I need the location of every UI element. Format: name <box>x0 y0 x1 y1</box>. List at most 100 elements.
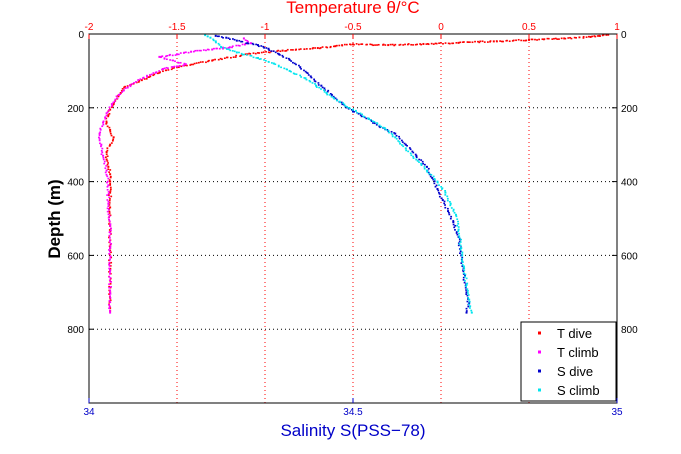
trace-dot <box>109 258 111 261</box>
trace-dot <box>321 46 324 48</box>
trace-dot <box>245 42 248 45</box>
trace-dot <box>320 88 322 90</box>
trace-dot <box>372 44 375 47</box>
trace-dot <box>268 49 271 51</box>
trace-dot <box>385 128 387 131</box>
trace-dot <box>205 61 207 64</box>
trace-dot <box>276 52 279 55</box>
trace-dot <box>303 48 306 51</box>
trace-dot <box>249 54 252 57</box>
trace-dot <box>567 37 570 39</box>
trace-dot <box>468 41 471 43</box>
trace-dot <box>105 165 108 167</box>
trace-dot <box>110 251 112 254</box>
trace-dot <box>447 42 450 45</box>
trace-dot <box>108 126 111 129</box>
trace-dot <box>429 175 432 178</box>
trace-dot <box>231 45 234 48</box>
trace-dot <box>370 120 373 122</box>
trace-dot <box>212 59 215 61</box>
trace-dot <box>534 38 536 41</box>
trace-dot <box>290 49 292 51</box>
data-point <box>105 112 108 115</box>
trace-dot <box>285 57 288 59</box>
trace-dot <box>403 142 406 145</box>
trace-dot <box>108 285 111 288</box>
trace-dot <box>454 224 457 227</box>
trace-dot <box>461 265 464 267</box>
data-point <box>256 56 259 59</box>
trace-dot <box>153 73 156 76</box>
trace-dot <box>428 172 431 175</box>
data-point <box>465 291 468 294</box>
trace-dot <box>333 97 336 100</box>
top-tick-label: -1.5 <box>168 22 186 33</box>
trace-dot <box>467 294 470 296</box>
trace-dot <box>98 134 101 137</box>
data-point <box>176 65 178 68</box>
trace-dot <box>382 44 384 46</box>
trace-dot <box>249 53 252 55</box>
data-point <box>447 210 450 213</box>
trace-dot <box>196 49 199 52</box>
trace-dot <box>139 78 142 80</box>
trace-dot <box>517 38 520 41</box>
trace-dot <box>107 200 110 203</box>
data-point <box>457 228 460 231</box>
data-point <box>352 108 354 111</box>
trace-dot <box>323 89 325 91</box>
trace-dot <box>447 207 449 210</box>
data-point <box>107 202 110 205</box>
trace-dot <box>582 35 585 38</box>
trace-dot <box>162 70 164 73</box>
trace-dot <box>101 147 104 150</box>
data-point <box>528 38 530 41</box>
trace-dot <box>365 117 368 120</box>
data-point <box>288 58 291 61</box>
trace-dot <box>454 229 456 231</box>
trace-dot <box>205 49 207 52</box>
trace-dot <box>98 139 101 142</box>
trace-dot <box>110 281 113 283</box>
trace-dot <box>444 190 447 192</box>
trace-dot <box>108 263 110 266</box>
data-point <box>176 53 178 56</box>
trace-dot <box>229 49 232 52</box>
trace-dot <box>446 195 449 198</box>
trace-dot <box>456 224 459 227</box>
trace-dot <box>247 40 249 43</box>
trace-dot <box>419 43 421 45</box>
trace-dot <box>591 35 594 38</box>
trace-dot <box>465 289 467 291</box>
trace-dot <box>450 207 453 209</box>
trace-dot <box>448 211 450 214</box>
trace-dot <box>208 59 210 62</box>
legend: T dive T climb S dive S climb <box>520 321 617 402</box>
trace-dot <box>100 153 103 156</box>
trace-dot <box>369 119 372 121</box>
trace-dot <box>427 171 430 174</box>
trace-dot <box>420 43 423 46</box>
data-point <box>272 62 275 65</box>
data-point <box>211 59 214 62</box>
data-point <box>460 247 463 250</box>
data-point <box>214 40 217 43</box>
trace-dot <box>123 89 125 91</box>
trace-dot <box>194 49 197 52</box>
trace-dot <box>173 67 175 69</box>
trace-dot <box>318 47 321 50</box>
trace-dot <box>341 44 343 46</box>
trace-dot <box>466 282 469 285</box>
trace-dot <box>262 51 265 53</box>
trace-dot <box>108 196 111 199</box>
trace-dot <box>560 37 563 40</box>
trace-dot <box>112 138 115 141</box>
data-point <box>105 121 108 124</box>
data-point <box>107 114 110 117</box>
trace-dot <box>200 49 202 52</box>
trace-dot <box>328 94 331 96</box>
trace-dot <box>541 38 544 40</box>
data-point <box>452 221 455 224</box>
trace-dot <box>398 44 401 46</box>
trace-dot <box>108 261 111 264</box>
